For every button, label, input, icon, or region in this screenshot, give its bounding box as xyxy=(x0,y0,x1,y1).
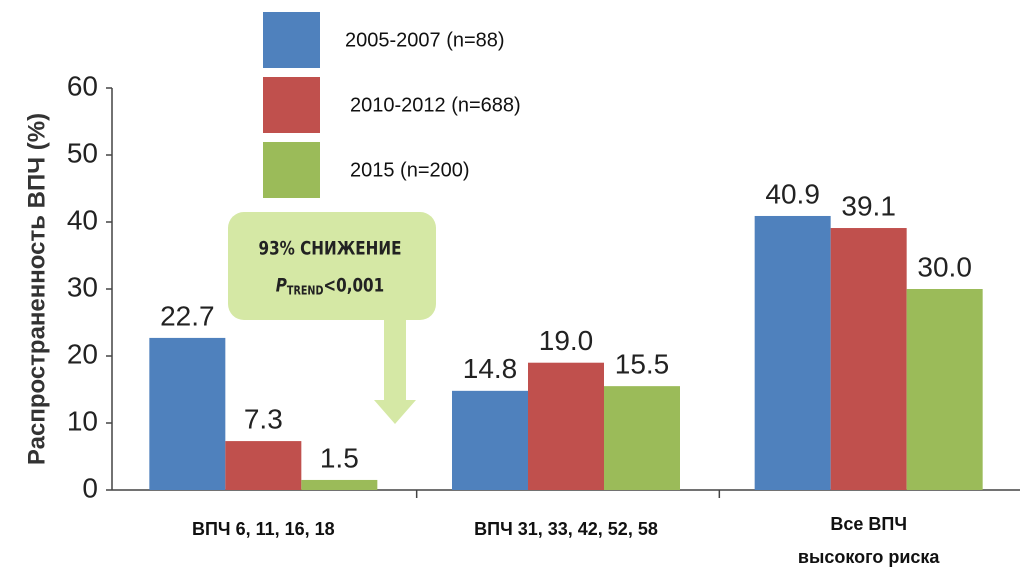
annotation-sub: TREND xyxy=(287,283,323,297)
annotation-p-letter: P xyxy=(276,275,287,297)
y-tick-label: 10 xyxy=(67,405,98,436)
bar xyxy=(301,479,378,490)
callout-arrow xyxy=(374,320,416,424)
bar xyxy=(754,215,831,490)
y-tick-label: 40 xyxy=(67,204,98,235)
value-label: 30.0 xyxy=(917,251,972,282)
x-tick-label: Все ВПЧ высокого риска xyxy=(798,514,941,567)
legend-swatch xyxy=(263,142,320,198)
bar xyxy=(225,441,302,490)
y-tick-label: 0 xyxy=(82,472,98,503)
bar xyxy=(906,289,983,490)
bar xyxy=(452,390,528,490)
legend-swatch xyxy=(263,12,320,68)
value-label: 19.0 xyxy=(539,325,594,356)
y-tick-label: 50 xyxy=(67,137,98,168)
x-tick-label: ВПЧ 6, 11, 16, 18 xyxy=(192,519,335,539)
callout: 93% СНИЖЕНИЕ PTREND<0,001 xyxy=(228,212,436,424)
legend-label: 2005-2007 (n=88) xyxy=(345,29,505,51)
callout-box xyxy=(228,212,436,320)
bar xyxy=(149,337,226,490)
y-axis-label: Распространенность ВПЧ (%) xyxy=(23,113,50,465)
annotation-p: PTREND<0,001 xyxy=(276,275,384,298)
value-label: 39.1 xyxy=(841,190,896,221)
x-tick-label: ВПЧ 31, 33, 42, 52, 58 xyxy=(474,519,658,539)
annotation-rest: <0,001 xyxy=(323,275,384,297)
value-label: 7.3 xyxy=(244,403,283,434)
annotation-text: 93% СНИЖЕНИЕ xyxy=(259,238,402,260)
bar xyxy=(830,228,907,490)
legend-swatch xyxy=(263,77,320,133)
legend-label: 2010-2012 (n=688) xyxy=(350,94,521,116)
value-label: 15.5 xyxy=(615,349,670,380)
legend-label: 2015 (n=200) xyxy=(350,159,470,181)
bar xyxy=(604,386,680,490)
y-tick-label: 60 xyxy=(67,70,98,101)
y-tick-label: 20 xyxy=(67,338,98,369)
value-label: 14.8 xyxy=(463,353,518,384)
value-label: 40.9 xyxy=(765,178,820,209)
value-label: 22.7 xyxy=(160,300,215,331)
bar xyxy=(528,362,604,490)
y-tick-label: 30 xyxy=(67,271,98,302)
value-label: 1.5 xyxy=(320,442,359,473)
